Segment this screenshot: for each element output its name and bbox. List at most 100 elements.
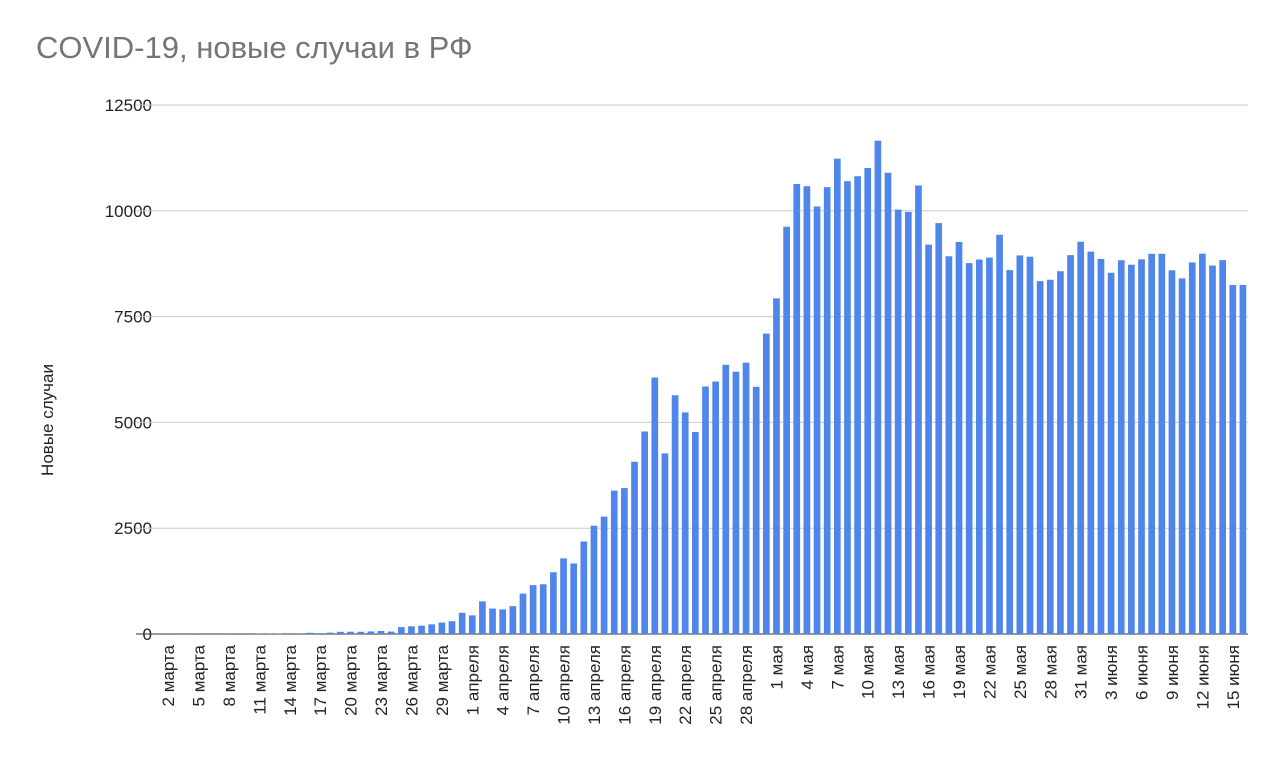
- x-tick-label: 1 мая: [767, 645, 786, 690]
- x-tick-label: 16 апреля: [615, 645, 634, 725]
- bar: [844, 181, 851, 634]
- x-tick-label: 8 марта: [220, 644, 239, 706]
- bar: [1209, 265, 1216, 634]
- y-tick-label: 5000: [114, 413, 152, 432]
- x-tick-label: 19 апреля: [646, 645, 665, 725]
- bar: [752, 386, 760, 634]
- bar: [550, 572, 557, 634]
- bar: [468, 615, 476, 634]
- bar: [773, 298, 780, 634]
- x-tick-label: 11 марта: [250, 644, 269, 714]
- bar: [762, 333, 770, 634]
- x-tick-label: 25 мая: [1011, 645, 1030, 699]
- bar: [560, 558, 567, 634]
- y-tick-label: 12500: [105, 96, 152, 115]
- bar: [590, 525, 598, 634]
- bar: [712, 381, 719, 634]
- bar: [1158, 253, 1166, 634]
- bar: [681, 412, 689, 634]
- bar: [1117, 260, 1125, 634]
- bar: [1239, 284, 1247, 634]
- bar: [722, 364, 730, 634]
- x-tick-label: 9 июня: [1163, 645, 1182, 700]
- x-tick-label: 13 апреля: [585, 645, 604, 725]
- x-tick-label: 22 мая: [980, 645, 999, 699]
- bar: [1188, 262, 1196, 634]
- bar: [661, 453, 669, 634]
- bar: [894, 209, 902, 634]
- x-tick-label: 23 марта: [372, 644, 391, 715]
- bar: [1097, 258, 1105, 634]
- bar: [915, 185, 922, 634]
- y-axis-title: Новые случаи: [38, 364, 57, 476]
- bar: [854, 176, 861, 635]
- bar: [1128, 264, 1135, 634]
- x-tick-label: 7 апреля: [524, 645, 543, 715]
- bar: [580, 541, 588, 634]
- bar: [1199, 253, 1206, 634]
- x-tick-label: 7 мая: [828, 645, 847, 690]
- bar: [975, 259, 983, 634]
- bar: [1087, 251, 1095, 634]
- bar: [1148, 253, 1156, 634]
- bar: [732, 371, 740, 634]
- bar: [1046, 279, 1054, 634]
- bar: [519, 593, 527, 634]
- bar: [326, 632, 334, 634]
- bar: [813, 206, 821, 635]
- bar: [945, 256, 953, 634]
- bar: [428, 624, 436, 634]
- x-tick-label: 4 апреля: [494, 645, 513, 715]
- bar: [276, 633, 283, 634]
- bar: [1016, 255, 1024, 634]
- x-tick-label: 17 марта: [311, 644, 330, 715]
- bar: [347, 631, 354, 634]
- y-tick-label: 7500: [114, 308, 152, 327]
- bar: [1178, 278, 1186, 634]
- bar: [499, 609, 507, 634]
- bar: [651, 377, 659, 634]
- bar: [996, 234, 1003, 634]
- bar: [387, 631, 395, 634]
- bar: [803, 186, 811, 634]
- bar: [1067, 255, 1074, 634]
- bar: [1006, 270, 1014, 634]
- bar: [925, 244, 932, 634]
- x-tick-label: 28 апреля: [737, 645, 756, 725]
- bar: [316, 633, 324, 634]
- x-tick-label: 2 марта: [159, 644, 178, 706]
- bar: [965, 263, 973, 634]
- bar: [418, 625, 425, 634]
- x-tick-label: 6 июня: [1133, 645, 1152, 700]
- bar: [935, 223, 943, 635]
- bar: [479, 601, 486, 634]
- bar: [955, 241, 963, 634]
- x-tick-label: 10 апреля: [555, 645, 574, 725]
- y-tick-label: 2500: [114, 519, 152, 538]
- bar: [570, 563, 578, 634]
- bar: [458, 612, 466, 634]
- bar: [793, 184, 801, 634]
- x-tick-label: 5 марта: [189, 644, 208, 706]
- y-tick-label: 10000: [105, 202, 152, 221]
- x-tick-label: 20 марта: [342, 644, 361, 715]
- bar: [408, 626, 415, 634]
- bar: [1168, 270, 1176, 634]
- bar: [783, 226, 790, 634]
- bar: [489, 608, 496, 634]
- bar: [367, 631, 375, 634]
- bar: [1107, 272, 1115, 634]
- x-tick-label: 13 мая: [889, 645, 908, 699]
- bar: [529, 585, 537, 634]
- bar: [671, 395, 679, 634]
- bar: [1036, 281, 1044, 634]
- bar: [1057, 271, 1064, 634]
- bar: [864, 167, 872, 634]
- x-tick-label: 15 июня: [1224, 645, 1243, 709]
- bar: [702, 386, 709, 634]
- bar: [600, 516, 608, 634]
- bar: [742, 362, 750, 634]
- bar: [904, 211, 912, 634]
- bar: [357, 631, 365, 634]
